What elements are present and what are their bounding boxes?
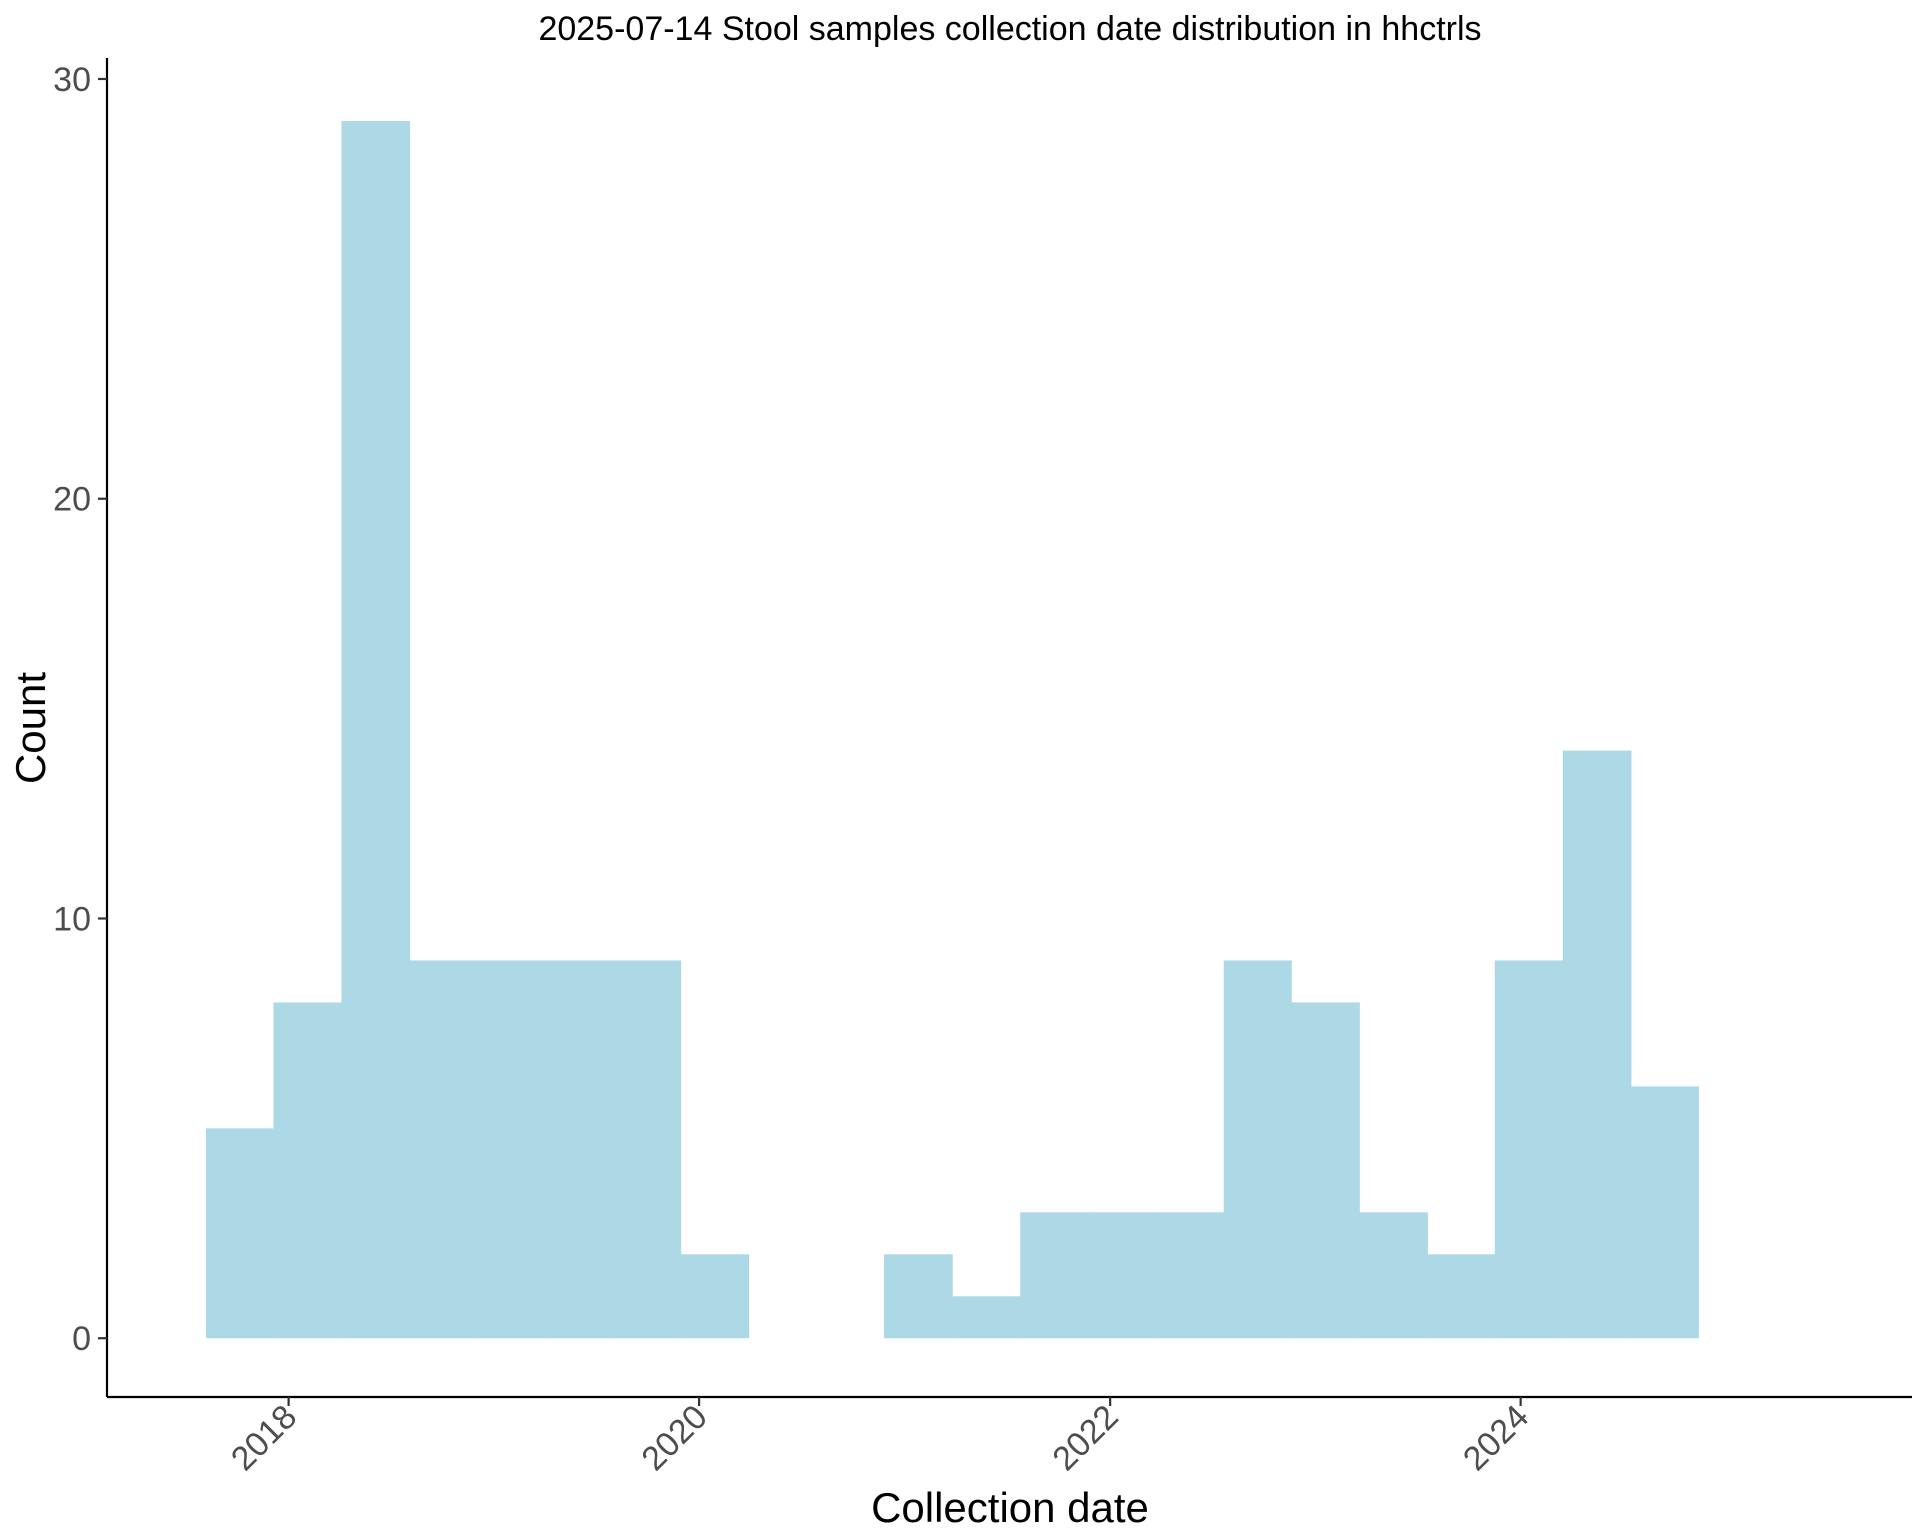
y-tick-label: 0 bbox=[72, 1320, 91, 1358]
histogram-bar bbox=[1223, 960, 1292, 1339]
y-tick-label: 30 bbox=[53, 61, 91, 99]
histogram-bar bbox=[273, 1002, 343, 1339]
histogram-bar bbox=[1427, 1254, 1496, 1339]
histogram-bar bbox=[1291, 1002, 1360, 1339]
histogram-bar bbox=[952, 1296, 1021, 1339]
histogram-bar bbox=[477, 960, 546, 1339]
y-axis-title: Count bbox=[7, 672, 54, 784]
histogram-bar bbox=[205, 1128, 275, 1339]
chart-title: 2025-07-14 Stool samples collection date… bbox=[538, 10, 1481, 48]
histogram-bar bbox=[409, 960, 478, 1339]
y-axis: 0 10 20 30 bbox=[53, 58, 109, 1397]
histogram-bars bbox=[205, 120, 1699, 1339]
histogram-bar bbox=[884, 1254, 953, 1339]
histogram-bar bbox=[545, 960, 614, 1339]
y-tick-label: 20 bbox=[53, 481, 91, 519]
histogram-bar bbox=[1155, 1212, 1225, 1339]
y-tick-label: 10 bbox=[53, 900, 91, 938]
histogram-bar bbox=[1359, 1212, 1428, 1339]
histogram-bar bbox=[1020, 1212, 1089, 1339]
y-axis-ticks: 0 10 20 30 bbox=[53, 61, 107, 1358]
histogram-bar bbox=[680, 1254, 750, 1339]
histogram-bar bbox=[1087, 1212, 1157, 1339]
x-axis-title: Collection date bbox=[871, 1484, 1149, 1531]
histogram-bar bbox=[1630, 1086, 1699, 1339]
histogram-bar bbox=[613, 960, 682, 1339]
histogram-bar bbox=[1494, 960, 1564, 1339]
histogram-bar bbox=[1562, 750, 1632, 1339]
histogram-bar bbox=[341, 120, 411, 1339]
